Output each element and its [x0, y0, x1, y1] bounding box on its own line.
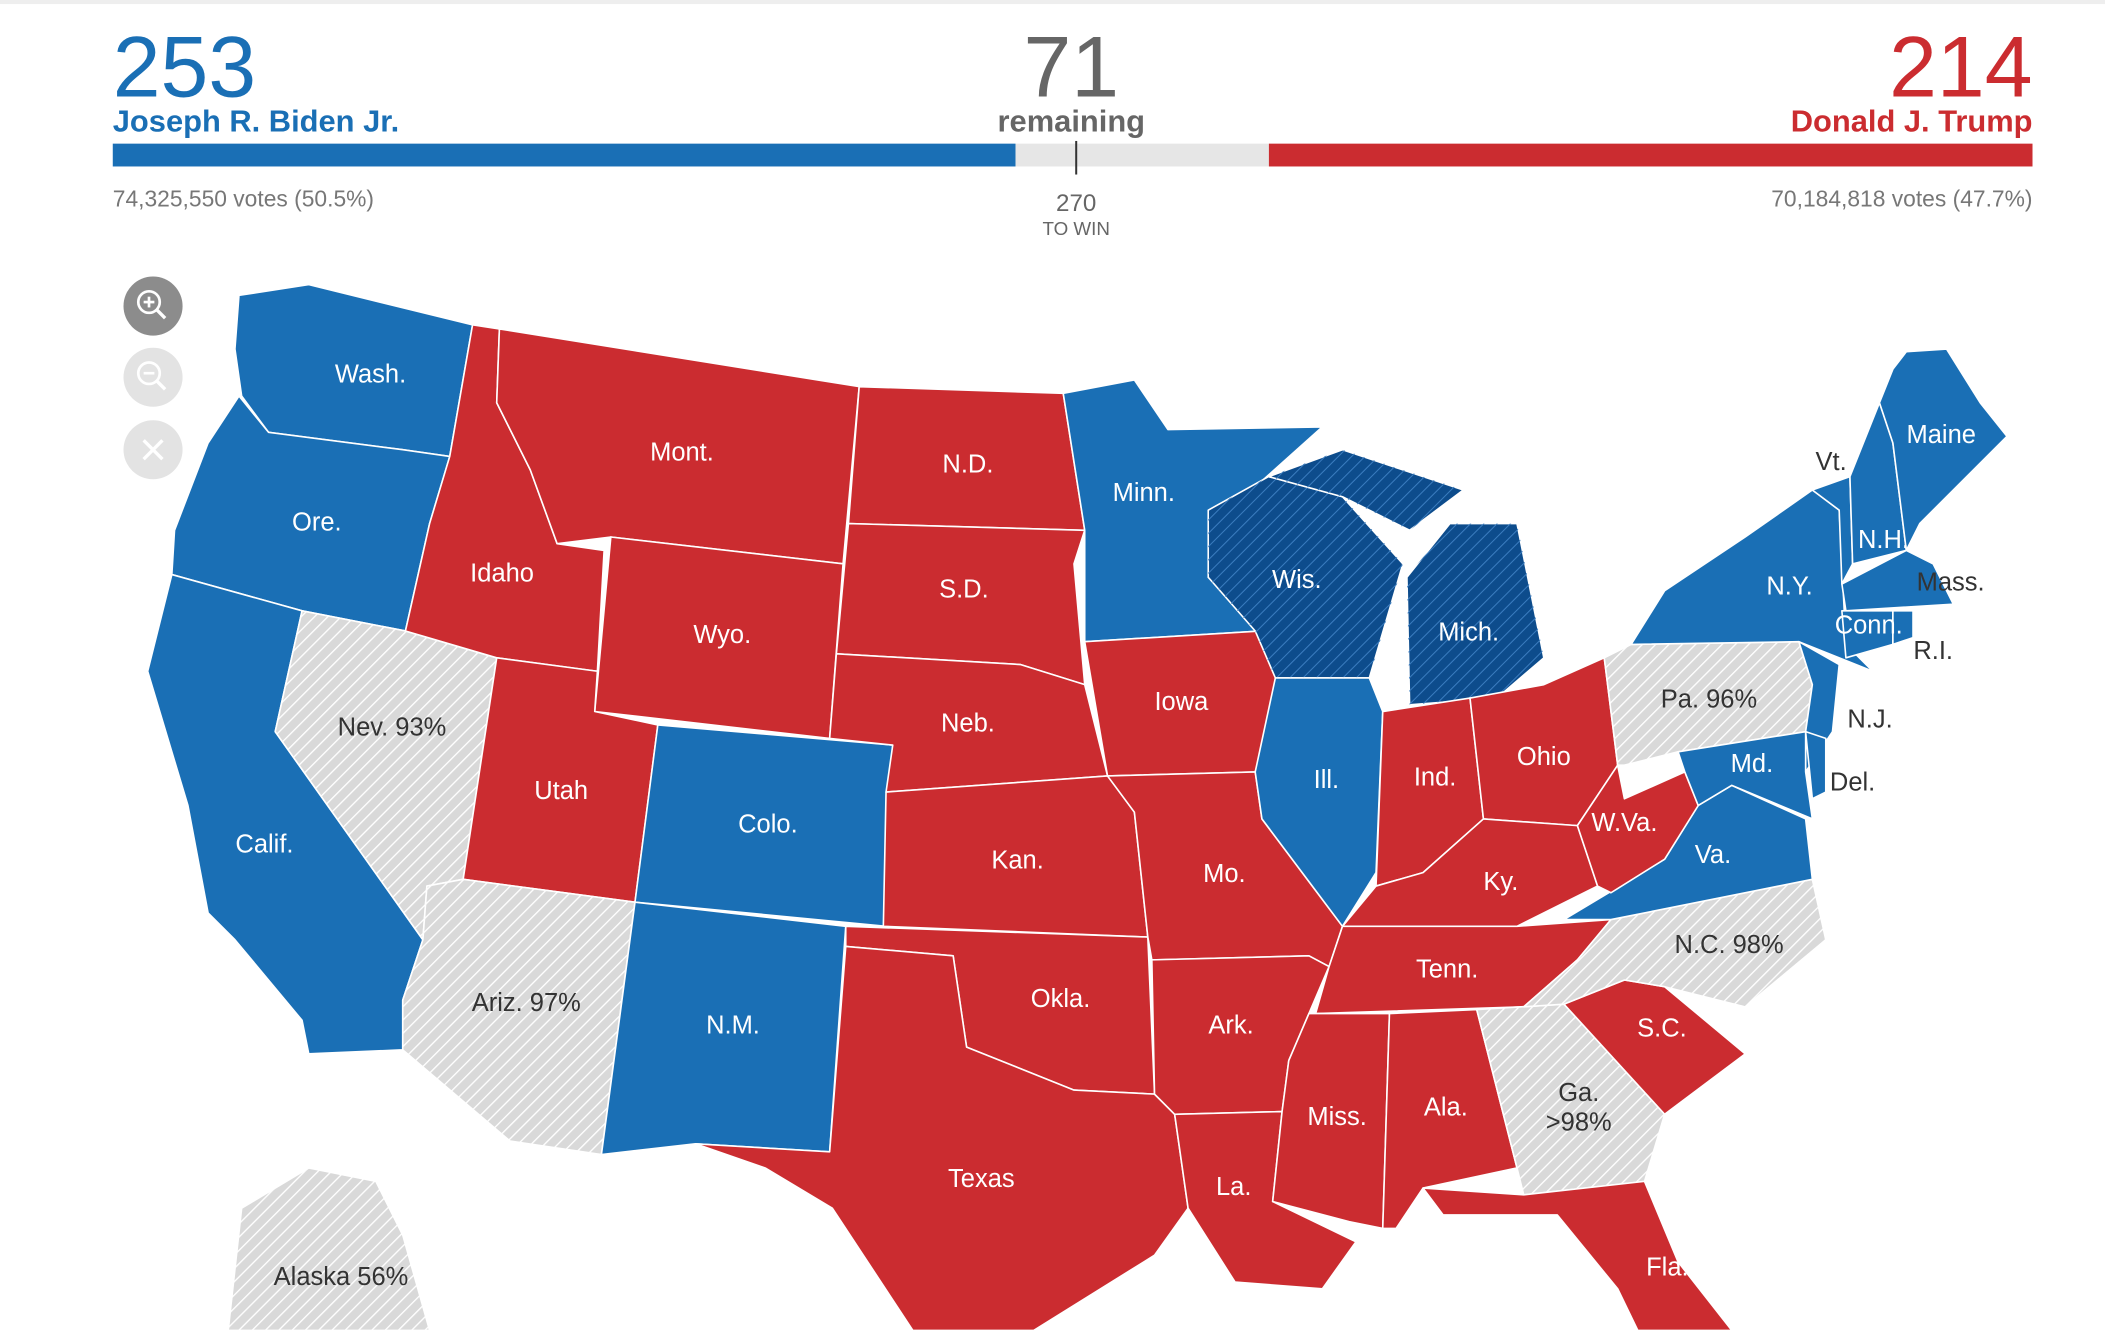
- state-label: Ohio: [1517, 743, 1571, 771]
- remaining-label: remaining: [998, 104, 1145, 139]
- state-label: Ky.: [1483, 868, 1518, 896]
- state-shape: [1254, 677, 1384, 928]
- state-label: W.Va.: [1591, 809, 1657, 837]
- state-label: Vt.: [1816, 448, 1847, 476]
- state-label: Ill.: [1314, 766, 1339, 794]
- state-label: Okla.: [1031, 985, 1091, 1013]
- state-label: Maine: [1906, 421, 1975, 449]
- state-label: Mass.: [1917, 569, 1985, 597]
- state-label: Iowa: [1154, 688, 1209, 716]
- state-label: Neb.: [941, 710, 995, 738]
- trump-votes: 70,184,818 votes (47.7%): [1771, 186, 2032, 212]
- state-label: S.C.: [1637, 1014, 1687, 1042]
- state-label: Ind.: [1414, 763, 1457, 791]
- trump-bar: [1268, 143, 2033, 167]
- to-win-label: TO WIN: [1042, 218, 1109, 239]
- trump-name: Donald J. Trump: [1791, 104, 2033, 139]
- us-map: [146, 283, 2008, 1330]
- zoom-out-button[interactable]: [123, 347, 183, 407]
- zoom-in-button[interactable]: [123, 276, 183, 336]
- state-label: S.D.: [939, 575, 989, 603]
- biden-name: Joseph R. Biden Jr.: [113, 104, 399, 139]
- state-label: N.H.: [1858, 526, 1909, 554]
- state-label: Kan.: [991, 847, 1043, 875]
- state-hatch: [1268, 449, 1464, 531]
- state-hatch: [1208, 476, 1403, 678]
- state-label: Ga. >98%: [1546, 1079, 1612, 1137]
- state-hatch: [275, 610, 497, 940]
- state-label: Utah: [534, 777, 588, 805]
- state-hatch: [1523, 879, 1826, 1007]
- state-label: Mich.: [1438, 618, 1499, 646]
- state-label: Mo.: [1203, 860, 1246, 888]
- state-label: Nev. 93%: [338, 714, 447, 742]
- state-label: Colo.: [738, 810, 798, 838]
- state-label: Idaho: [470, 559, 534, 587]
- top-rule: [0, 0, 2105, 5]
- state-label: Wash.: [335, 361, 406, 389]
- state-label: Minn.: [1113, 479, 1175, 507]
- state-shape: [1841, 549, 1955, 612]
- trump-electoral-votes: 214: [1889, 20, 2032, 116]
- state-hatch: [1476, 1004, 1665, 1195]
- state-label: Ala.: [1424, 1094, 1468, 1122]
- state-label: Texas: [948, 1165, 1015, 1193]
- state-shape: [1422, 1180, 1733, 1330]
- state-label: N.C. 98%: [1675, 931, 1784, 959]
- state-label: N.M.: [706, 1012, 760, 1040]
- state-label: Va.: [1695, 841, 1731, 869]
- state-label: N.D.: [942, 451, 993, 479]
- state-hatch: [1406, 523, 1544, 705]
- remaining-electoral-votes: 71: [1024, 20, 1120, 116]
- state-label: Tenn.: [1416, 955, 1478, 983]
- state-label: N.J.: [1847, 706, 1892, 734]
- state-label: Mont.: [650, 438, 714, 466]
- state-hatch: [1604, 641, 1813, 766]
- to-win-number: 270: [1056, 190, 1096, 217]
- state-shape: [694, 945, 1189, 1330]
- state-labels: Wash. Ore. Calif. Nev. 93% Idaho Mont. Wyo. Uta…: [235, 361, 1984, 1291]
- state-label: Del.: [1830, 769, 1875, 797]
- state-label: Wis.: [1272, 566, 1322, 594]
- biden-electoral-votes: 253: [113, 20, 256, 116]
- state-shape: [1878, 348, 2008, 552]
- state-hatch: [228, 1167, 430, 1330]
- state-label: Conn.: [1835, 612, 1903, 640]
- state-label: Ariz. 97%: [472, 989, 581, 1017]
- state-label: Alaska 56%: [274, 1263, 409, 1291]
- state-label: Wyo.: [693, 621, 751, 649]
- results-header: 253 Joseph R. Biden Jr. 74,325,550 votes…: [112, 20, 2033, 239]
- state-shape: [1804, 730, 1827, 800]
- state-label: Md.: [1731, 750, 1774, 778]
- biden-votes: 74,325,550 votes (50.5%): [113, 186, 374, 212]
- state-label: La.: [1216, 1173, 1251, 1201]
- state-shape: [1892, 610, 1914, 646]
- state-label: Ore.: [292, 508, 342, 536]
- state-label: N.Y.: [1766, 573, 1812, 601]
- state-hatch: [402, 879, 635, 1155]
- reset-button[interactable]: [123, 420, 183, 480]
- state-label: Miss.: [1307, 1103, 1367, 1131]
- state-label: Ark.: [1208, 1012, 1253, 1040]
- state-label: Calif.: [235, 830, 293, 858]
- biden-bar: [112, 143, 1016, 167]
- state-shape: [1811, 475, 1854, 585]
- remaining-bar: [1015, 143, 1269, 167]
- zoom-controls: [123, 276, 183, 480]
- state-label: Pa. 96%: [1661, 686, 1757, 714]
- state-label: Fla.: [1646, 1253, 1689, 1281]
- state-label: R.I.: [1913, 637, 1953, 665]
